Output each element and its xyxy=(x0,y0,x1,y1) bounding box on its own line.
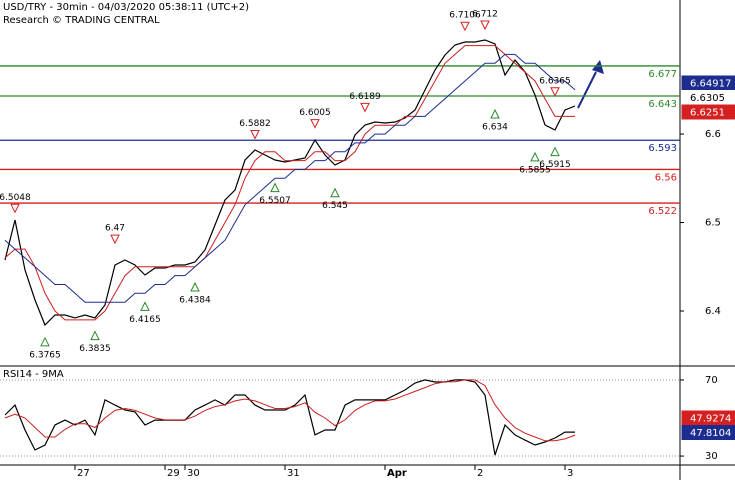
price-badge-label: 47.8104 xyxy=(690,428,731,439)
low-label: 6.5915 xyxy=(539,160,571,170)
low-label: 6.3835 xyxy=(79,344,111,354)
low-label: 6.4384 xyxy=(179,296,211,306)
low-marker xyxy=(140,301,150,311)
low-marker xyxy=(530,151,540,162)
low-marker xyxy=(40,336,50,347)
level-label: 6.677 xyxy=(648,69,677,80)
x-tick-label: 29 xyxy=(167,468,180,479)
high-label: 6.5048 xyxy=(0,193,31,203)
projection-arrowhead xyxy=(592,60,604,74)
x-tick-label: 3 xyxy=(567,468,573,479)
series-line xyxy=(4,53,576,303)
low-label: 6.3765 xyxy=(29,350,61,360)
x-tick-label: 30 xyxy=(187,468,200,479)
level-label: 6.643 xyxy=(648,99,677,110)
high-marker xyxy=(550,87,560,97)
price-badge-label: 47.9274 xyxy=(690,414,731,425)
high-label: 6.6365 xyxy=(539,76,571,86)
low-label: 6.545 xyxy=(322,201,348,211)
high-label: 6.47 xyxy=(105,224,125,234)
level-label: 6.522 xyxy=(648,206,677,217)
high-marker xyxy=(360,102,370,113)
series-line xyxy=(4,379,576,442)
high-marker xyxy=(10,203,20,214)
level-label: 6.56 xyxy=(655,172,677,183)
y-tick-label: 30 xyxy=(705,451,718,462)
low-label: 6.5855 xyxy=(519,165,551,175)
x-tick-label: 27 xyxy=(77,468,90,479)
high-label: 6.5882 xyxy=(239,119,271,129)
rsi-title: RSI14 - 9MA xyxy=(3,369,64,380)
series-line xyxy=(4,45,575,321)
low-marker xyxy=(490,108,500,119)
low-label: 6.4165 xyxy=(129,315,161,325)
high-label: 6.6005 xyxy=(299,108,331,118)
low-marker xyxy=(90,330,100,341)
high-label: 6.6189 xyxy=(349,92,381,102)
y-tick-label: 6.6 xyxy=(705,129,721,140)
low-marker xyxy=(550,146,560,157)
price-badge-label: 6.64917 xyxy=(690,79,731,90)
high-label: 6.7106 xyxy=(449,11,481,21)
price-badge-label: 6.6251 xyxy=(690,108,725,119)
x-tick-label: 2 xyxy=(477,468,483,479)
high-marker xyxy=(480,20,490,31)
low-label: 6.5507 xyxy=(259,196,291,206)
x-tick-label: Apr xyxy=(387,468,407,479)
y-tick-label: 6.5 xyxy=(705,218,721,229)
high-marker xyxy=(110,234,120,245)
chart-subtitle: Research © TRADING CENTRAL xyxy=(3,15,160,26)
high-marker xyxy=(310,119,320,129)
price-badge xyxy=(681,104,735,120)
chart-title: USD/TRY - 30min - 04/03/2020 05:38:11 (U… xyxy=(3,2,249,13)
price-badge-label: 6.6305 xyxy=(690,93,725,104)
low-marker xyxy=(330,187,340,198)
high-label: 6.712 xyxy=(472,9,498,19)
high-marker xyxy=(460,21,470,32)
y-tick-label: 6.4 xyxy=(705,306,721,317)
low-marker xyxy=(270,182,280,193)
level-label: 6.593 xyxy=(648,143,677,154)
low-label: 6.634 xyxy=(482,122,508,132)
projection-arrow xyxy=(577,71,597,109)
x-tick-label: 31 xyxy=(287,468,300,479)
y-tick-label: 70 xyxy=(705,375,718,386)
price-badge xyxy=(681,425,735,440)
low-marker xyxy=(190,281,200,292)
high-marker xyxy=(250,129,260,140)
